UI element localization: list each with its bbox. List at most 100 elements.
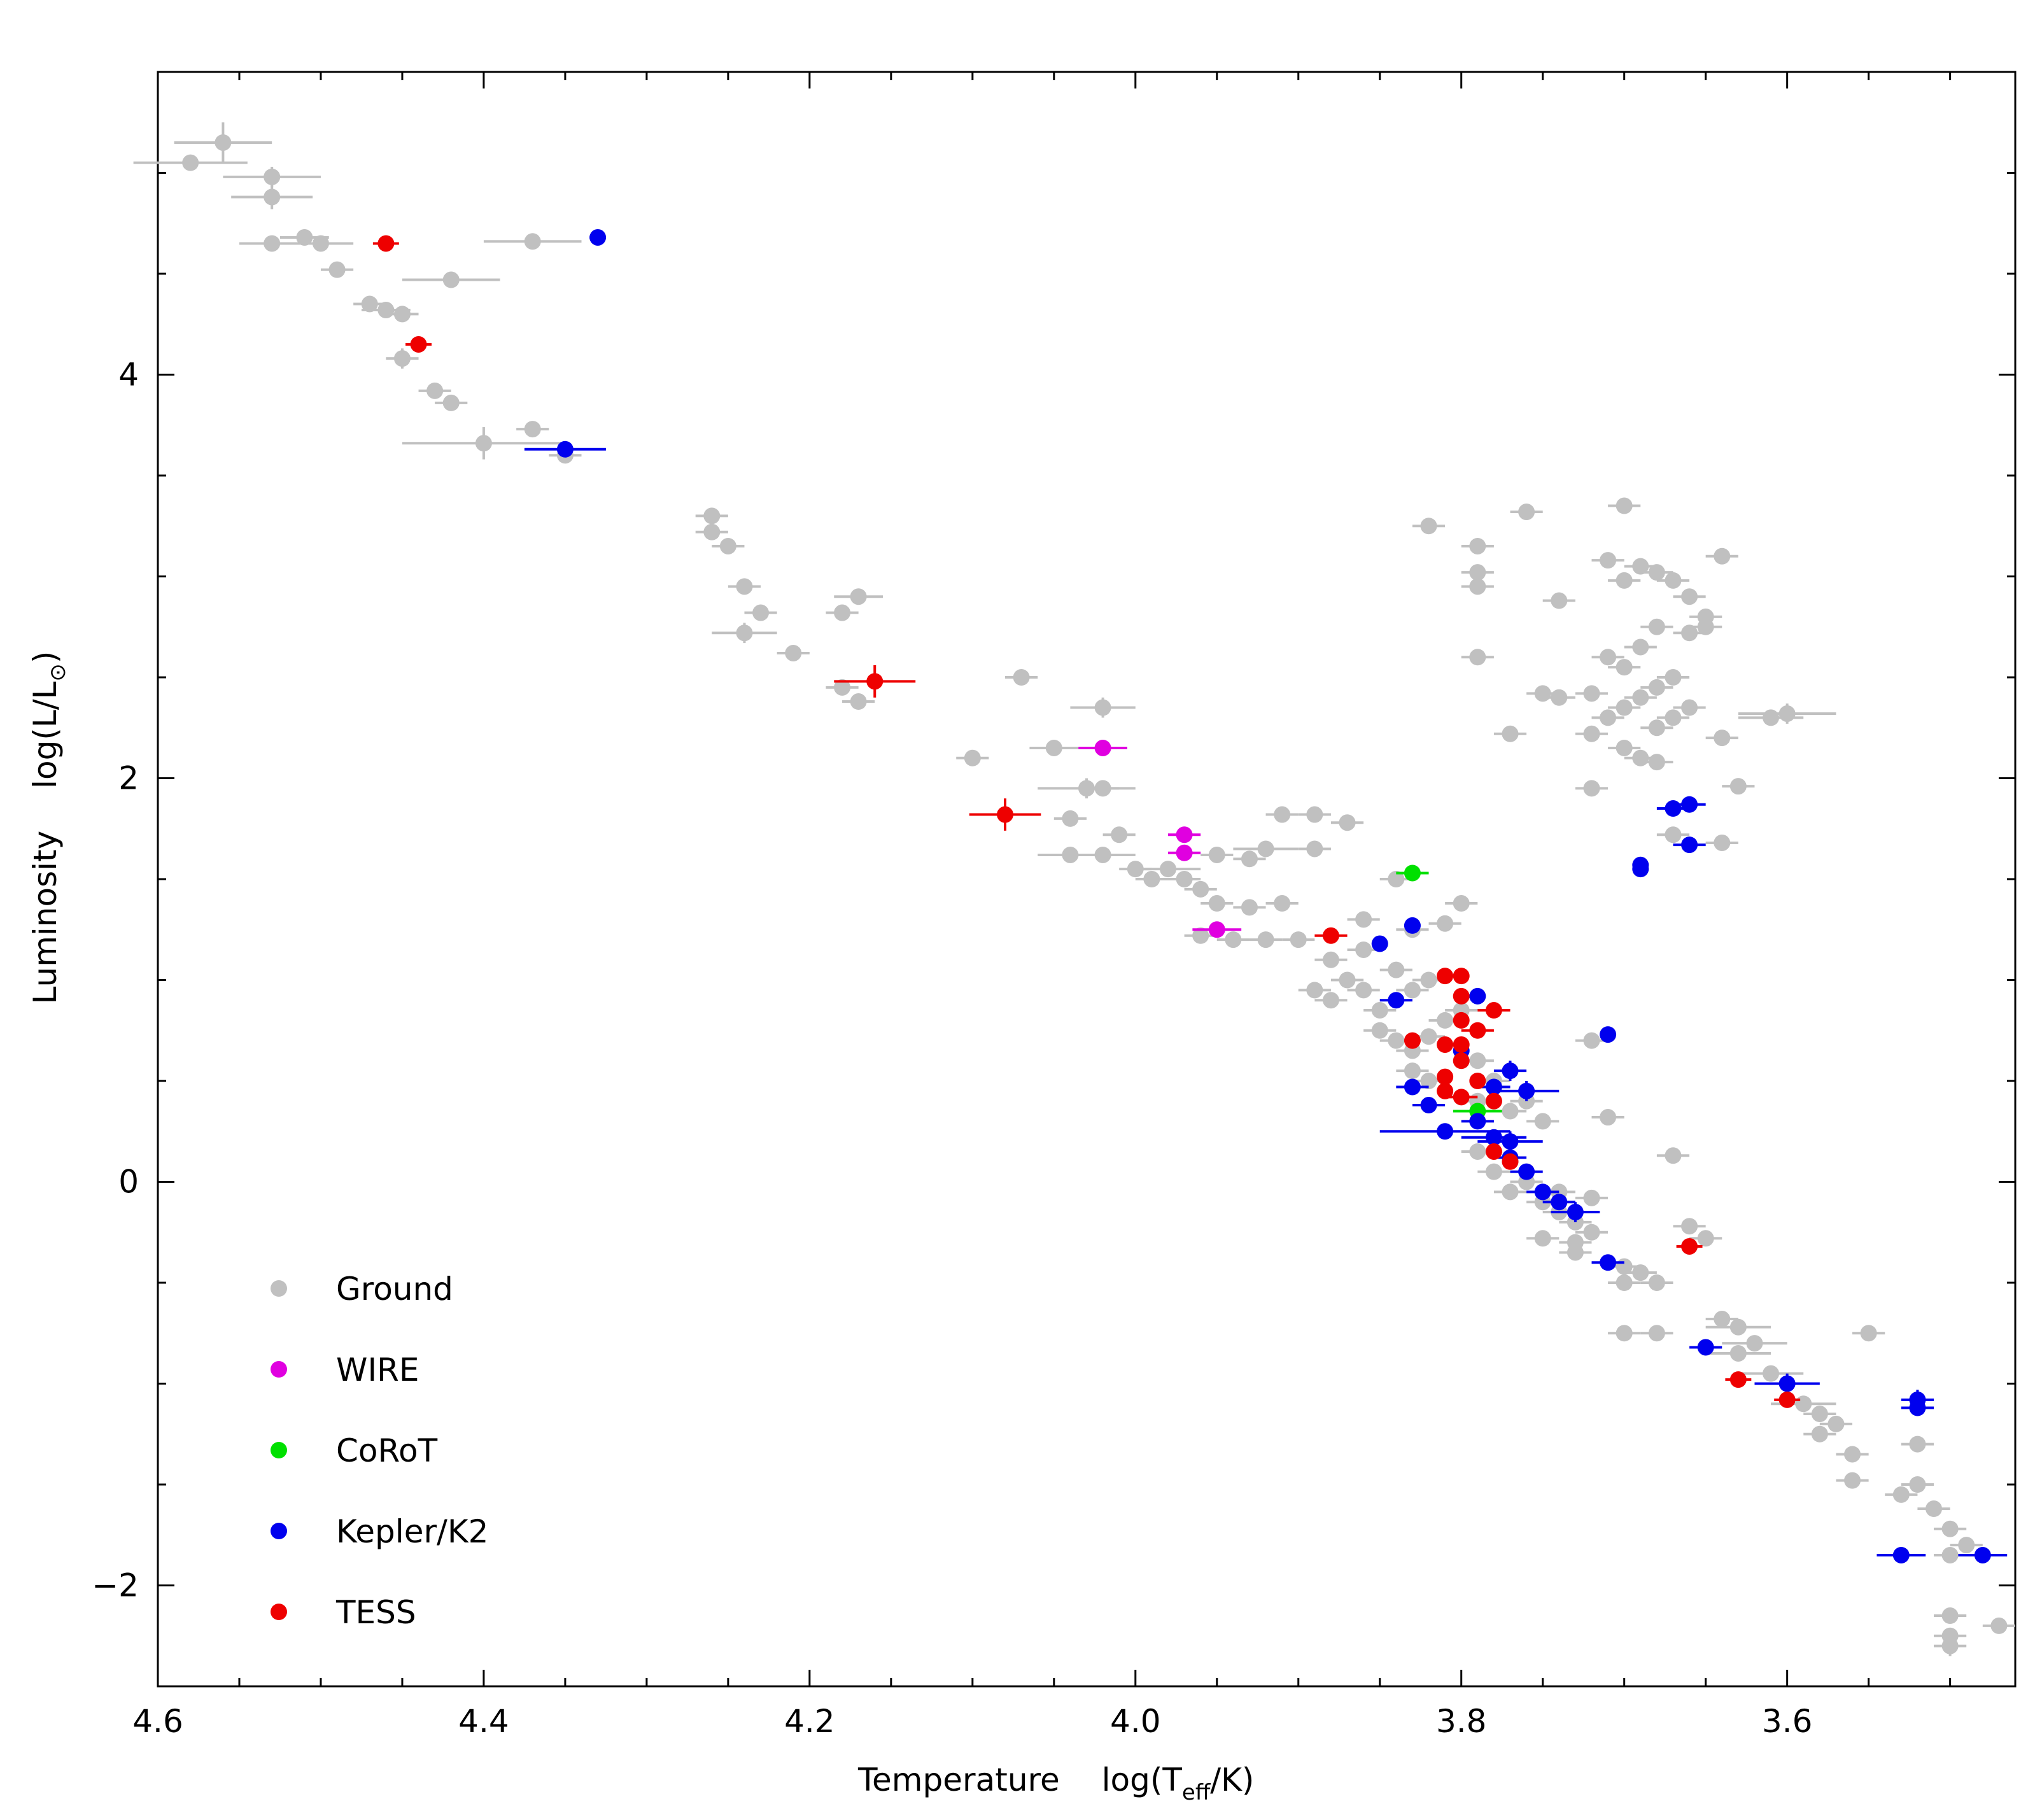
x-axis-label-sub: eff (1182, 1780, 1211, 1805)
x-tick-label: 3.8 (1436, 1703, 1487, 1740)
data-point (1388, 1032, 1405, 1049)
data-point (1274, 895, 1291, 912)
data-point (1990, 1617, 2008, 1634)
data-point (1632, 638, 1649, 656)
data-point (1404, 1078, 1421, 1096)
data-point (1583, 1224, 1600, 1241)
legend-marker (271, 1361, 287, 1378)
data-point (1665, 669, 1682, 686)
y-tick-label: 0 (118, 1164, 139, 1201)
data-point (1388, 992, 1405, 1009)
data-point (1453, 1089, 1470, 1106)
data-point (1600, 552, 1617, 569)
data-point (1567, 1234, 1584, 1251)
data-point (1469, 987, 1486, 1005)
data-point (1909, 1476, 1926, 1493)
data-point (1094, 739, 1111, 756)
data-point (1551, 1194, 1568, 1211)
axis-tick-labels: 4.6 4.4 4.2 4.0 3.8 3.6 −2 0 2 4 (92, 356, 1812, 1740)
data-point (1094, 699, 1111, 716)
data-point (1681, 1238, 1698, 1255)
data-point (1437, 1123, 1454, 1140)
data-point (524, 233, 541, 250)
data-point (1469, 1022, 1486, 1039)
data-point (1551, 689, 1568, 706)
data-point (264, 235, 281, 252)
data-point (1974, 1546, 1991, 1563)
legend-label: TESS (335, 1594, 416, 1631)
data-points (133, 122, 2015, 1656)
legend-label: WIRE (336, 1351, 419, 1388)
data-point (1534, 1113, 1551, 1130)
x-axis-label-prefix: log(T (1102, 1761, 1183, 1798)
data-point (1453, 968, 1470, 985)
data-point (1616, 497, 1633, 514)
data-point (1420, 1073, 1437, 1089)
data-point (1583, 1189, 1600, 1206)
data-point (1795, 1395, 1812, 1413)
data-point (1453, 1036, 1470, 1053)
data-point (1176, 826, 1193, 843)
data-point (1453, 1052, 1470, 1069)
data-point (1322, 951, 1339, 968)
data-point (1518, 504, 1535, 521)
data-point (1844, 1472, 1861, 1489)
data-point (1437, 1012, 1454, 1029)
data-point (1420, 1097, 1437, 1114)
data-point (1404, 982, 1421, 999)
data-point (215, 134, 232, 151)
data-point (1763, 709, 1780, 726)
data-point (524, 421, 541, 438)
data-point (1469, 1113, 1486, 1130)
data-point (1420, 1028, 1437, 1045)
data-point (1681, 836, 1698, 854)
data-point (1567, 1204, 1584, 1221)
data-point (1600, 649, 1617, 666)
data-point (1339, 814, 1356, 831)
data-point (1013, 669, 1030, 686)
x-axis-label-suffix: /K) (1210, 1761, 1254, 1798)
data-point (1729, 1318, 1747, 1336)
data-point (1518, 1082, 1535, 1099)
data-point (1909, 1399, 1926, 1416)
data-point (1665, 1147, 1682, 1164)
data-point (736, 578, 753, 595)
x-tick-label: 4.4 (458, 1703, 509, 1740)
data-point (1388, 871, 1405, 887)
data-point (1339, 971, 1356, 989)
data-point (1811, 1406, 1828, 1423)
data-point (1729, 778, 1747, 795)
data-point (1404, 864, 1421, 882)
data-point (1926, 1500, 1943, 1518)
data-point (1143, 871, 1160, 887)
data-point (264, 168, 281, 185)
data-point (1892, 1486, 1910, 1503)
data-point (1192, 880, 1209, 898)
data-point (1665, 826, 1682, 843)
data-point (1811, 1425, 1828, 1443)
data-point (1616, 699, 1633, 716)
data-point (1941, 1607, 1959, 1625)
y-axis-label-prefix: log(L/L (27, 681, 64, 788)
data-point (1404, 917, 1421, 934)
data-point (1583, 1032, 1600, 1049)
data-point (1616, 659, 1633, 676)
x-tick-label: 4.6 (132, 1703, 183, 1740)
data-point (1306, 840, 1323, 857)
legend-marker (271, 1280, 287, 1297)
legend-label: Ground (336, 1271, 453, 1308)
data-point (1518, 1163, 1535, 1180)
data-point (1502, 1183, 1519, 1201)
data-point (296, 229, 313, 246)
data-point (1485, 1163, 1502, 1180)
data-point (1941, 1637, 1959, 1654)
data-point (1371, 1022, 1388, 1039)
data-point (1469, 1073, 1486, 1089)
data-point (719, 537, 736, 554)
data-point (1062, 810, 1079, 827)
data-point (1322, 927, 1339, 944)
data-point (1665, 709, 1682, 726)
data-point (1681, 1218, 1698, 1235)
series-wire (1078, 739, 1242, 938)
data-point (1551, 592, 1568, 609)
